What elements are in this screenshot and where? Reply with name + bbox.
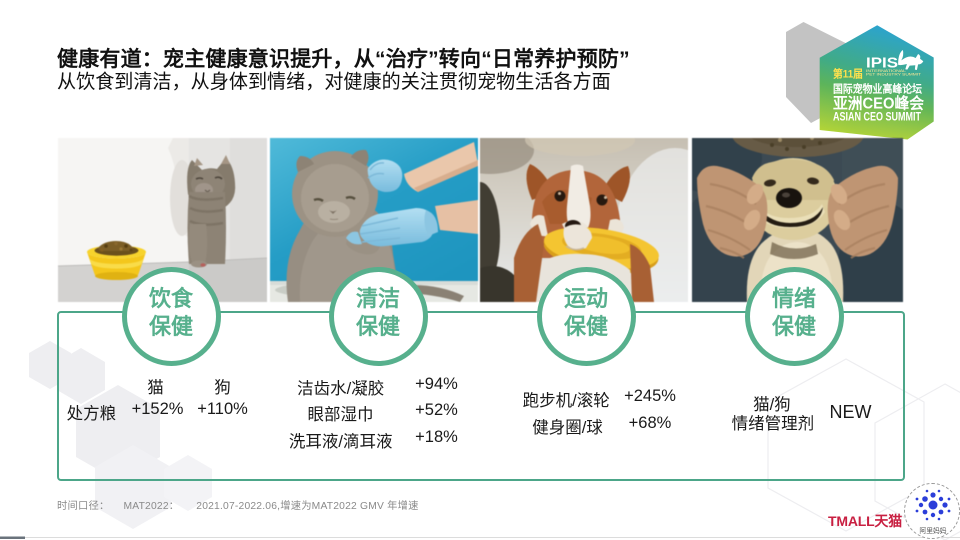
svg-text:INTERNATIONAL: INTERNATIONAL	[866, 69, 906, 73]
svg-text:第11届: 第11届	[833, 67, 863, 81]
svg-text:ASIAN CEO SUMMIT: ASIAN CEO SUMMIT	[833, 109, 921, 123]
svg-text:PET INDUSTRY SUMMIT: PET INDUSTRY SUMMIT	[866, 73, 921, 77]
svg-text:IPIS: IPIS	[866, 56, 898, 72]
svg-text:国际宠物业高峰论坛: 国际宠物业高峰论坛	[833, 82, 922, 96]
svg-text:亚洲CEO峰会: 亚洲CEO峰会	[833, 94, 924, 113]
